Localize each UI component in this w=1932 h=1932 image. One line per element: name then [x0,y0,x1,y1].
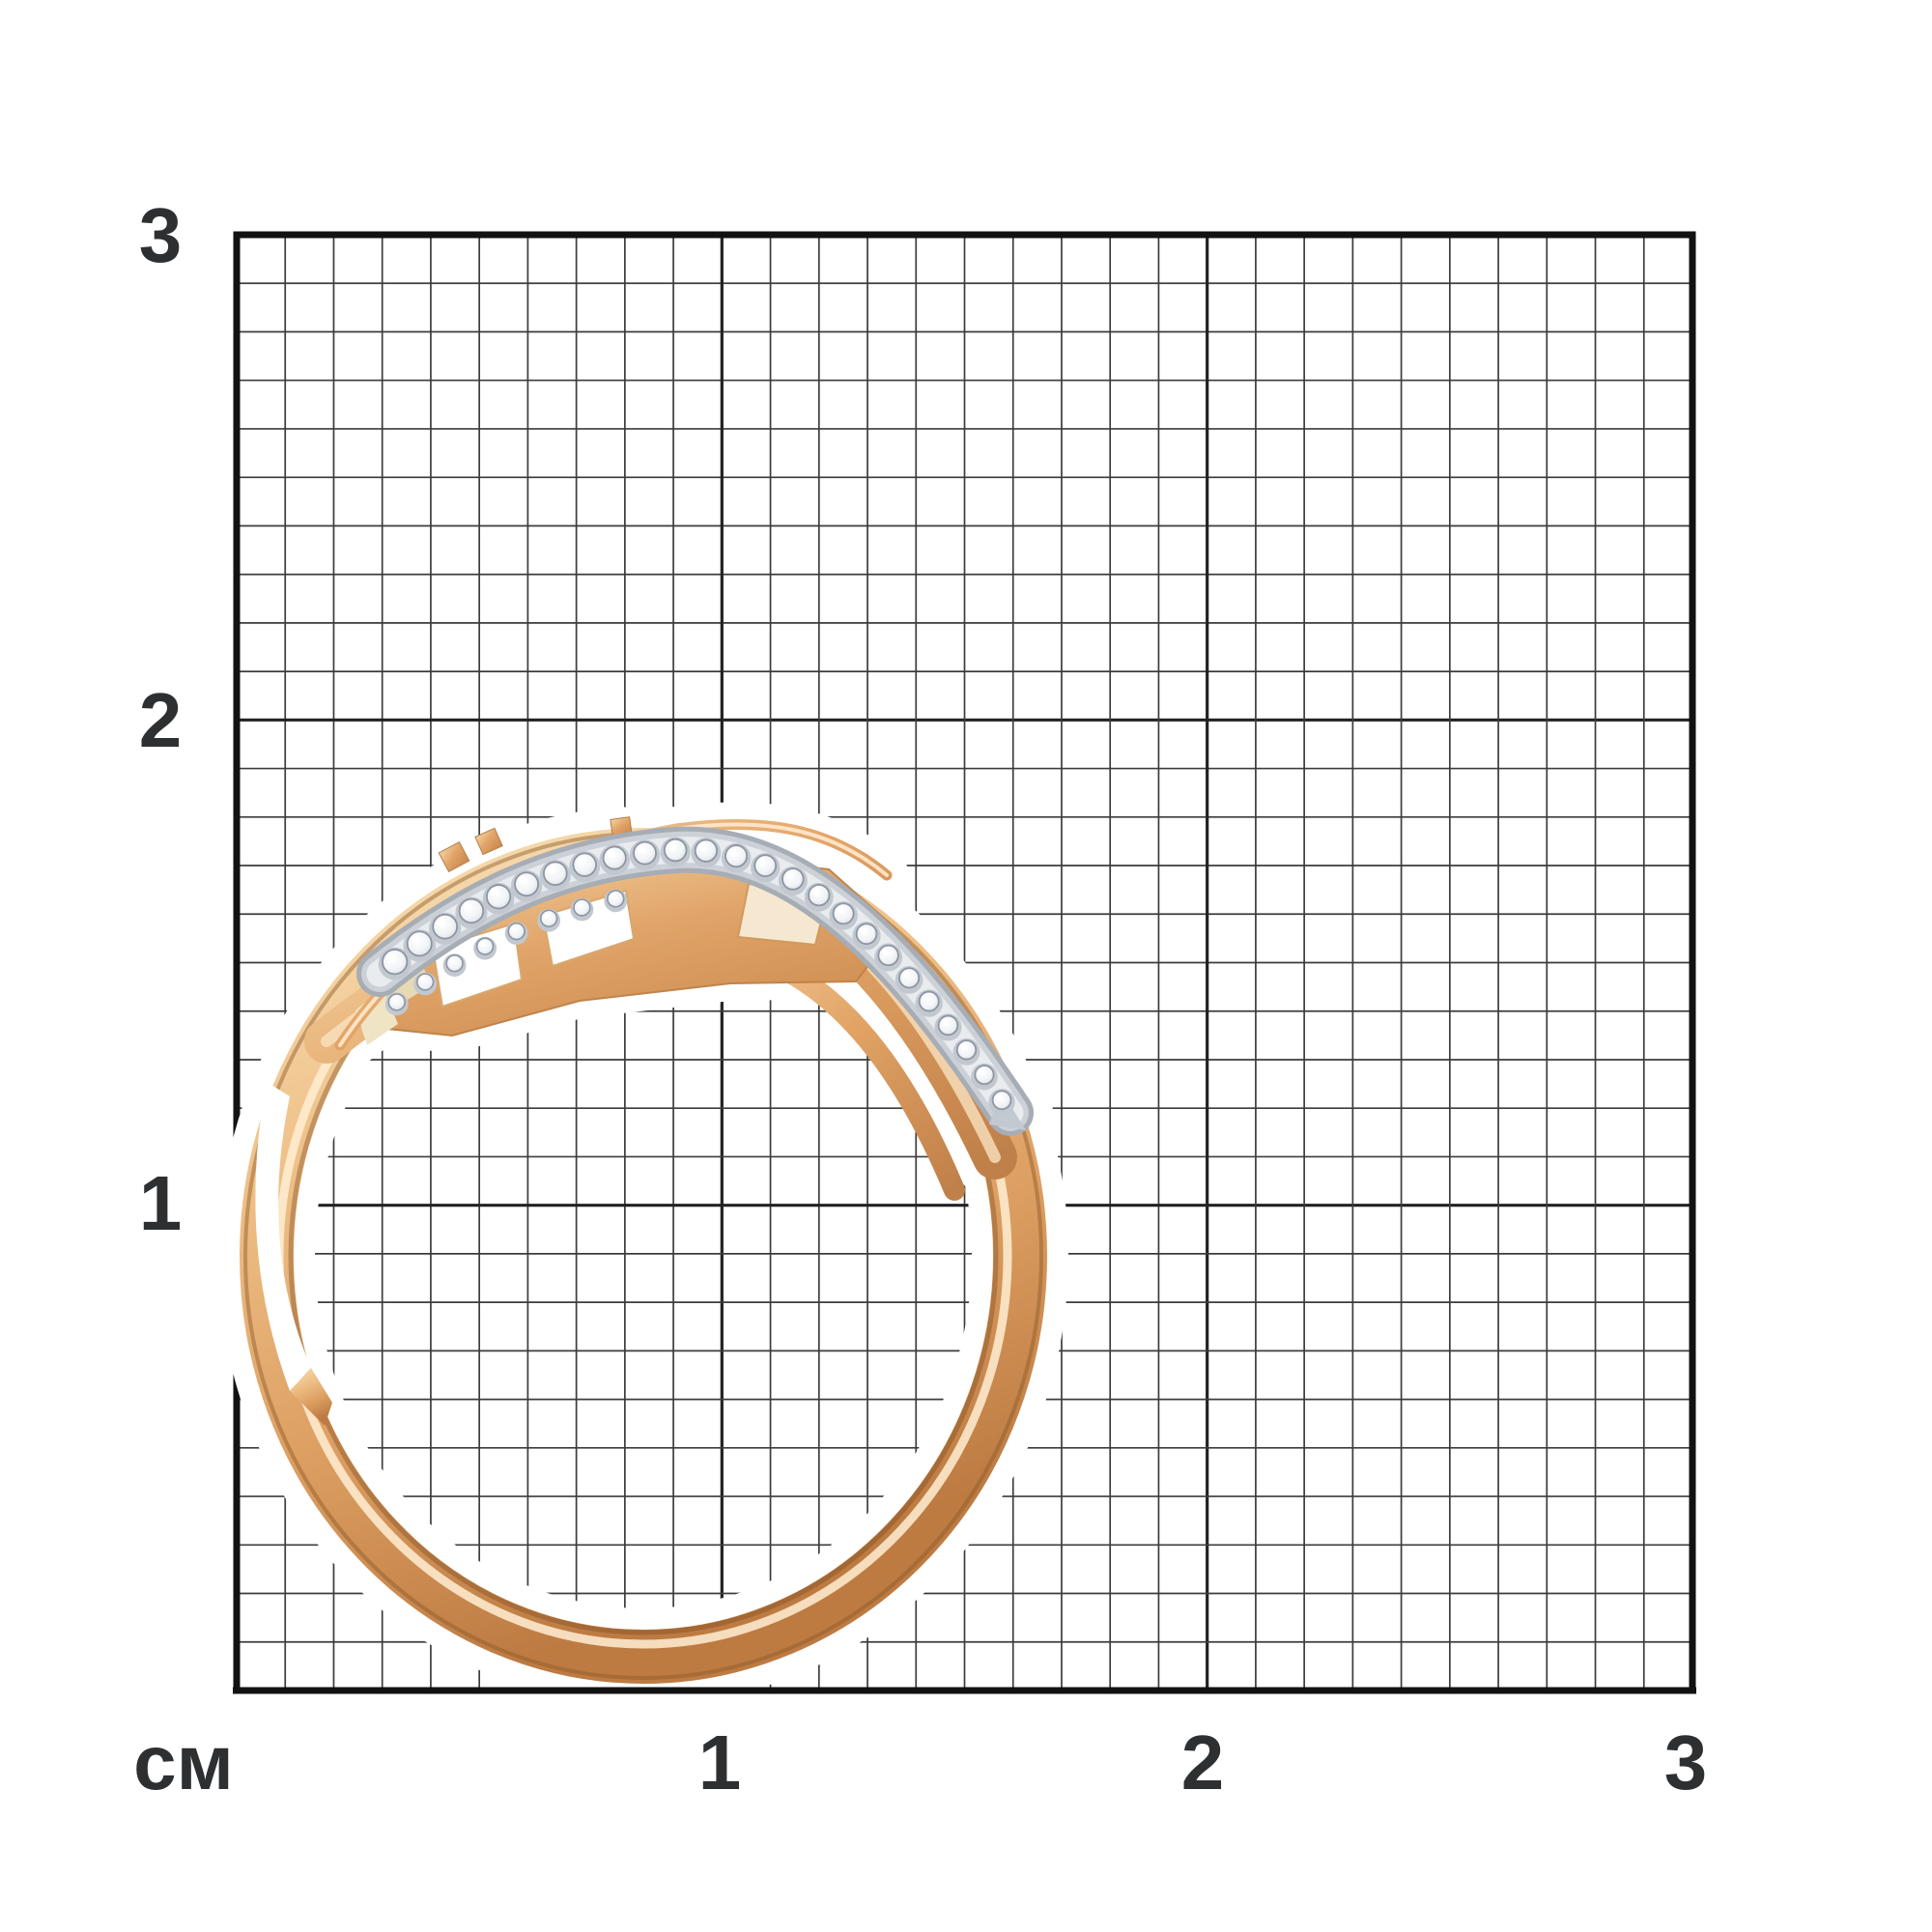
diamond-sparkle [923,994,930,1002]
diamond-stone [406,930,433,957]
diamond-sparkle [811,888,820,895]
x-axis-label-2: 2 [1181,1719,1225,1805]
diamond-sparkle [519,876,527,885]
diamond-sparkle [638,845,646,854]
diamond-stone [877,944,899,967]
diamond-stone [458,897,485,924]
diamond-sparkle [758,858,766,867]
y-axis-label-1: 1 [139,1160,183,1246]
diamond-sparkle [611,894,616,899]
diamond-stone [974,1065,995,1086]
diamond-stone [572,852,597,877]
diamond-sparkle [960,1043,967,1051]
diamond-stone [753,854,778,878]
diamond-sparkle [942,1018,949,1026]
pave-diamonds-main-row [378,837,1015,1116]
diamond-sparkle [548,866,556,874]
prong-tab-2 [474,827,503,856]
y-axis-label-2: 2 [139,677,183,763]
diamond-sparkle [996,1094,1003,1100]
diamond-stone [991,1090,1012,1111]
diamond-sparkle [577,902,582,908]
diamond-stone [724,844,749,868]
diamond-stone [633,840,657,866]
pave-diamonds-inner-row [384,889,628,1016]
diamond-stone [694,838,719,863]
diamond-sparkle [412,935,420,945]
diamond-sparkle [785,871,794,880]
fork-gap [255,1082,311,1391]
diamond-sparkle [698,843,707,851]
unit-label-cm: см [133,1719,234,1805]
fork-tip [290,1368,332,1426]
y-axis-label-3: 3 [139,192,183,278]
diamond-sparkle [449,957,455,964]
diamond-sparkle [837,906,844,915]
diamond-sparkle [386,953,396,962]
diamond-stone [832,902,855,925]
diamond-sparkle [668,842,676,851]
diamond-stone [602,845,627,870]
prong-tab-1 [438,840,470,873]
diamond-stone [918,990,940,1012]
diamond-sparkle [391,997,397,1003]
diamond-stone-inner [445,953,464,973]
diamond-sparkle [902,971,910,979]
diamond-stone-inner [415,973,435,991]
diamond-sparkle [978,1068,985,1075]
diamond-sparkle [860,926,867,934]
diamond-stone-inner [387,993,406,1011]
diamond-sparkle [543,913,550,919]
split-shank-fork [255,1082,332,1426]
diamond-sparkle [607,850,615,859]
diamond-stone-inner [475,937,495,955]
diamond-sparkle [437,919,446,927]
diamond-stone [663,838,688,863]
diamond-sparkle [882,949,890,956]
diamond-stone [486,884,512,910]
gold-ring-photo [218,802,1068,1705]
diamond-sparkle [419,977,426,982]
diamond-stone-inner [573,898,591,917]
diamond-stone-inner [539,909,558,927]
diamond-stone [514,871,540,897]
diamond-stone-inner [607,890,625,908]
diamond-stone [432,913,459,940]
diamond-stone-inner [507,922,526,941]
diamond-sparkle [491,889,499,897]
x-axis-label-3: 3 [1664,1719,1708,1805]
diamond-stone [543,861,568,887]
diamond-stone [382,949,409,976]
diamond-sparkle [464,902,472,912]
diamond-sparkle [577,857,585,866]
ruler-labels: 3 2 1 см 1 2 3 [133,192,1707,1805]
diamond-sparkle [479,941,486,947]
diamond-stone [955,1039,978,1061]
diamond-sparkle [729,848,737,857]
diamond-stone [937,1014,959,1037]
diamond-stone [855,923,878,946]
diamond-sparkle [511,925,517,932]
diamond-stone [781,867,805,891]
x-axis-label-1: 1 [698,1719,742,1805]
diamond-stone [808,884,831,907]
diamond-stone [898,967,921,989]
